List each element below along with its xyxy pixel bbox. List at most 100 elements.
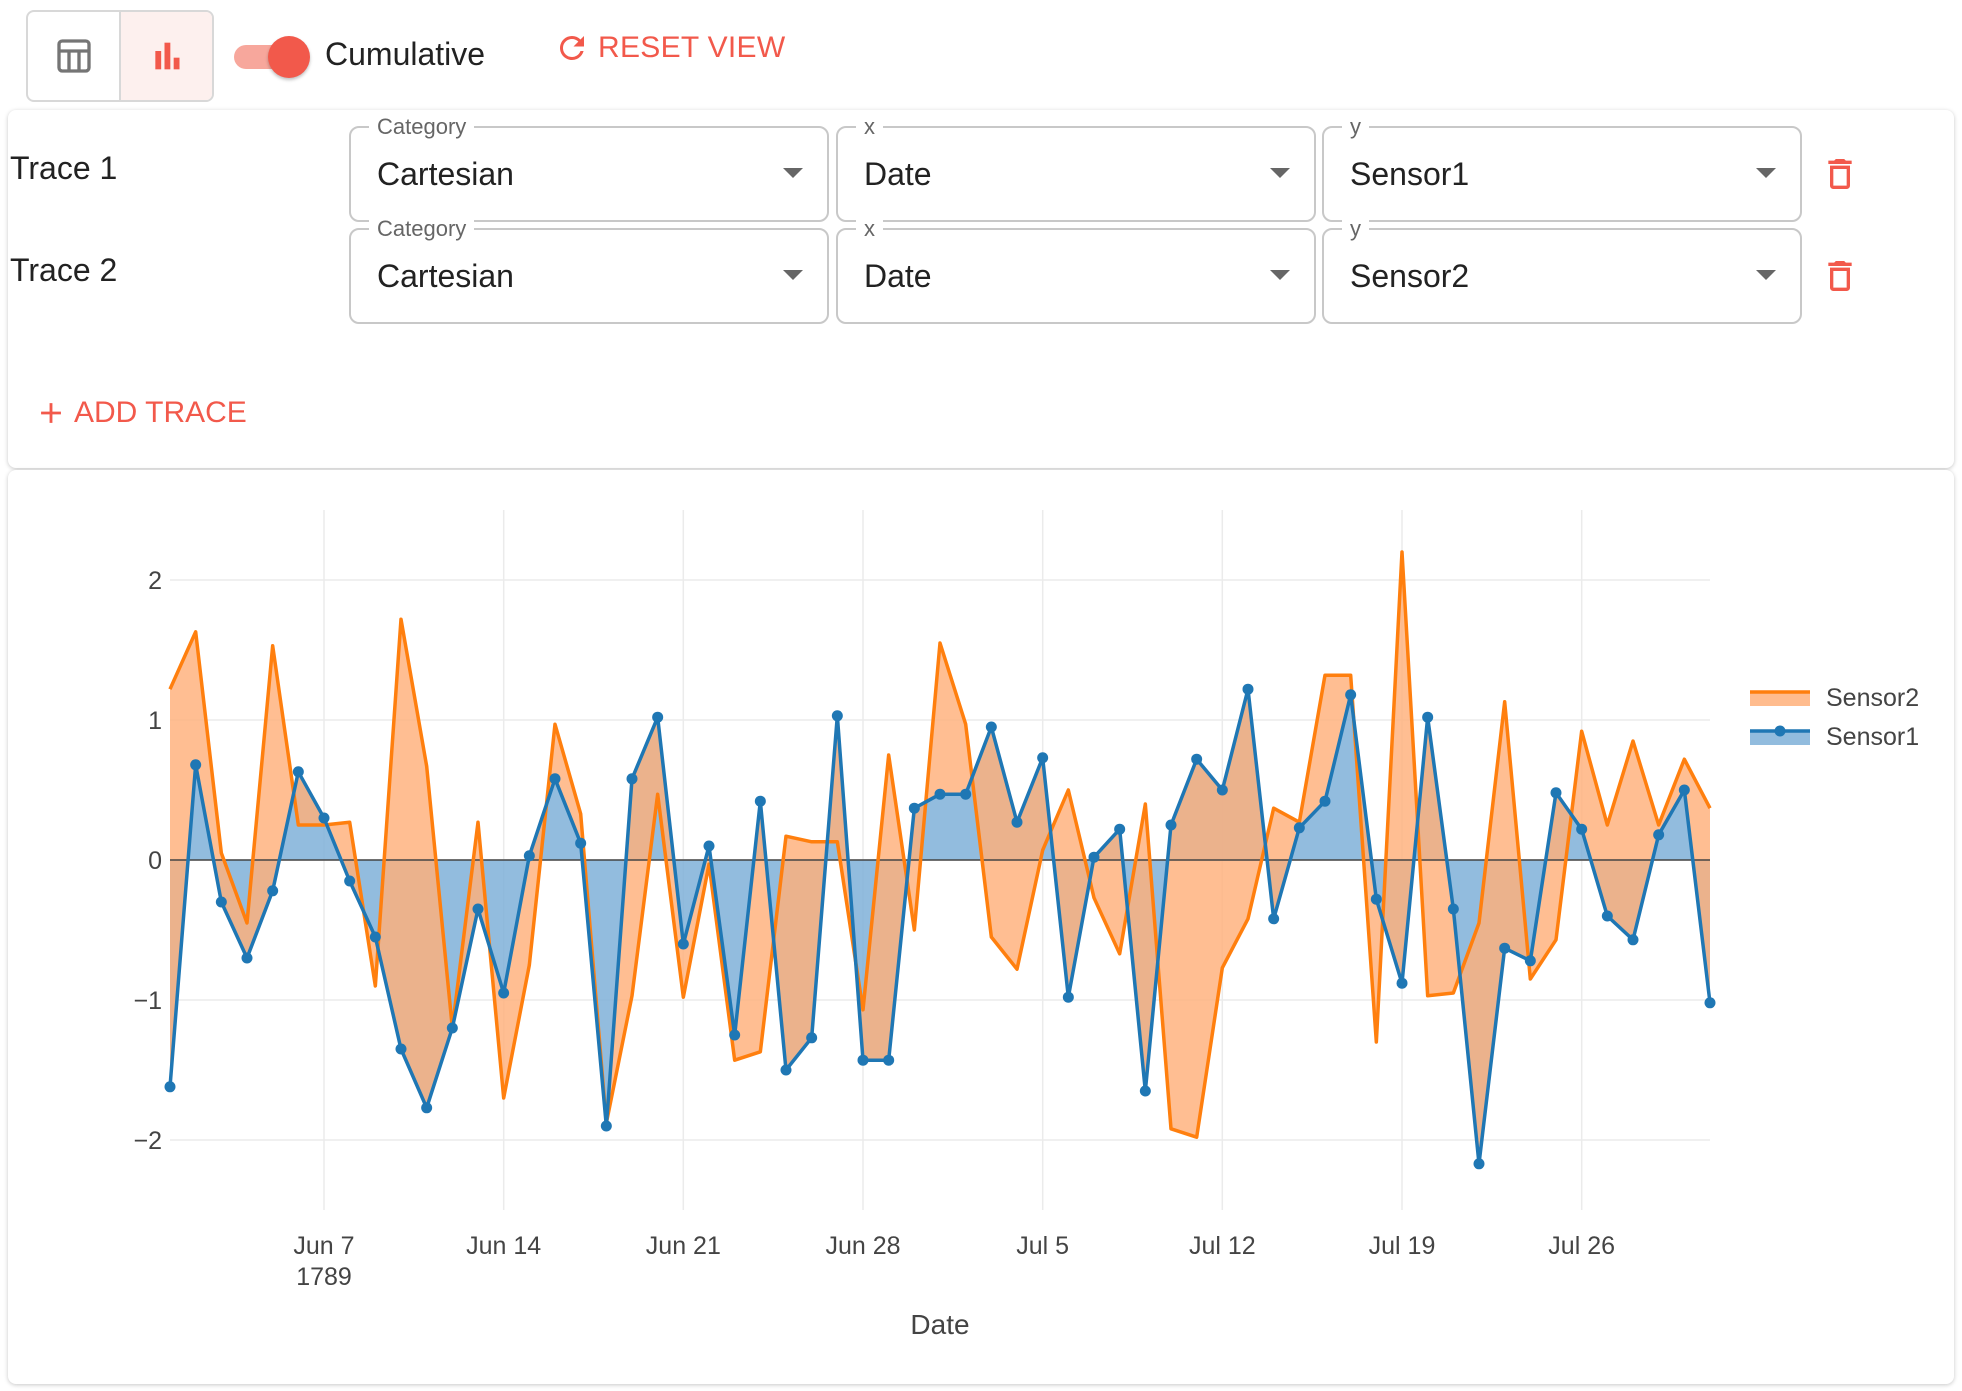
x-tick-label: Jun 28 [825,1232,900,1260]
x-field-label: x [856,114,883,140]
sensor1-point[interactable] [729,1029,741,1041]
sensor1-point[interactable] [1524,955,1536,967]
chevron-down-icon [1756,168,1776,178]
sensor1-point[interactable] [1396,977,1408,989]
cumulative-switch[interactable] [232,36,310,78]
time-series-chart[interactable]: 2 1 0 −1 −2 Jun 7 1789 Jun 14 Jun 21 Jun 28 Jul 5… [8,470,1954,1384]
sensor1-point[interactable] [1704,997,1716,1009]
sensor1-point[interactable] [1447,903,1459,915]
sensor1-point[interactable] [1191,753,1203,765]
sensor1-point[interactable] [1473,1158,1485,1170]
sensor1-point[interactable] [1293,822,1305,834]
category-select[interactable]: Category Cartesian [349,216,829,324]
x-value: Date [864,258,932,294]
y-tick-label: −1 [133,987,162,1015]
sensor2-line [168,550,1712,1139]
plus-icon [41,403,61,423]
sensor1-point[interactable] [1319,795,1331,807]
sensor1-point[interactable] [600,1120,612,1132]
sensor1-point[interactable] [1499,942,1511,954]
add-trace-button[interactable]: ADD TRACE [34,396,247,430]
trace-label: Trace 2 [10,252,118,288]
sensor1-point[interactable] [806,1032,818,1044]
legend-swatch-sensor1 [1750,731,1810,745]
sensor1-point[interactable] [215,896,227,908]
sensor1-point[interactable] [318,812,330,824]
sensor1-point[interactable] [1678,784,1690,796]
sensor1-point[interactable] [754,795,766,807]
sensor1-point[interactable] [1088,851,1100,863]
chart-view-button[interactable] [119,12,212,100]
sensor1-point[interactable] [1011,816,1023,828]
table-icon [56,39,91,73]
legend-label-sensor2: Sensor2 [1826,684,1919,712]
y-tick-label: 1 [148,707,162,735]
sensor1-point[interactable] [780,1064,792,1076]
category-select[interactable]: Category Cartesian [349,114,829,222]
x-select[interactable]: x Date [836,114,1316,222]
sensor1-point[interactable] [1345,689,1357,701]
sensor1-point[interactable] [164,1081,176,1093]
sensor1-point[interactable] [1422,711,1434,723]
sensor1-point[interactable] [292,766,304,778]
y-field-label: y [1342,114,1369,140]
sensor1-point[interactable] [369,931,381,943]
x-value: Date [864,156,932,192]
x-select[interactable]: x Date [836,216,1316,324]
sensor1-point[interactable] [1370,893,1382,905]
sensor1-point[interactable] [934,788,946,800]
sensor1-point[interactable] [267,885,279,897]
sensor1-point[interactable] [626,773,638,785]
sensor1-point[interactable] [523,850,535,862]
y-select[interactable]: y Sensor2 [1322,216,1802,324]
sensor1-point[interactable] [908,802,920,814]
sensor1-point[interactable] [575,837,587,849]
delete-trace-button[interactable] [1820,152,1860,201]
sensor1-point[interactable] [1601,910,1613,922]
sensor1-point[interactable] [1216,784,1228,796]
sensor1-point[interactable] [241,952,253,964]
y-select[interactable]: y Sensor1 [1322,114,1802,222]
category-field-label: Category [369,216,475,242]
view-toggle-group [26,10,214,102]
sensor1-point[interactable] [985,721,997,733]
category-value: Cartesian [377,258,514,294]
sensor1-point[interactable] [1627,934,1639,946]
sensor1-point[interactable] [446,1022,458,1034]
chevron-down-icon [783,270,803,280]
sensor1-point[interactable] [1139,1085,1151,1097]
sensor1-point[interactable] [1268,913,1280,925]
sensor1-point[interactable] [652,711,664,723]
sensor1-point[interactable] [1242,683,1254,695]
sensor1-point[interactable] [1062,991,1074,1003]
refresh-icon [559,35,584,60]
y-field-label: y [1342,216,1369,242]
sensor1-point[interactable] [883,1054,895,1066]
sensor1-point[interactable] [1550,787,1562,799]
sensor1-point[interactable] [472,903,484,915]
sensor1-point[interactable] [677,938,689,950]
sensor1-point[interactable] [1653,829,1665,841]
reset-view-button[interactable]: RESET VIEW [554,30,785,66]
sensor1-point[interactable] [1576,823,1588,835]
chevron-down-icon [783,168,803,178]
sensor1-point[interactable] [421,1102,433,1114]
sensor1-point[interactable] [498,987,510,999]
sensor1-point[interactable] [190,759,202,771]
sensor1-point[interactable] [1114,823,1126,835]
sensor1-point[interactable] [344,875,356,887]
sensor1-point[interactable] [960,788,972,800]
sensor1-point[interactable] [1037,752,1049,764]
sensor1-point[interactable] [395,1043,407,1055]
delete-trace-button[interactable] [1820,254,1860,303]
sensor1-point[interactable] [549,773,561,785]
sensor1-point[interactable] [831,710,843,722]
table-view-button[interactable] [28,12,119,100]
x-tick-label: Jul 26 [1548,1232,1615,1260]
toolbar: Cumulative RESET VIEW [0,0,1962,108]
trace-label: Trace 1 [10,150,118,186]
sensor1-point[interactable] [703,840,715,852]
sensor1-point[interactable] [1165,819,1177,831]
sensor1-point[interactable] [857,1054,869,1066]
x-tick-label: Jul 12 [1189,1232,1256,1260]
